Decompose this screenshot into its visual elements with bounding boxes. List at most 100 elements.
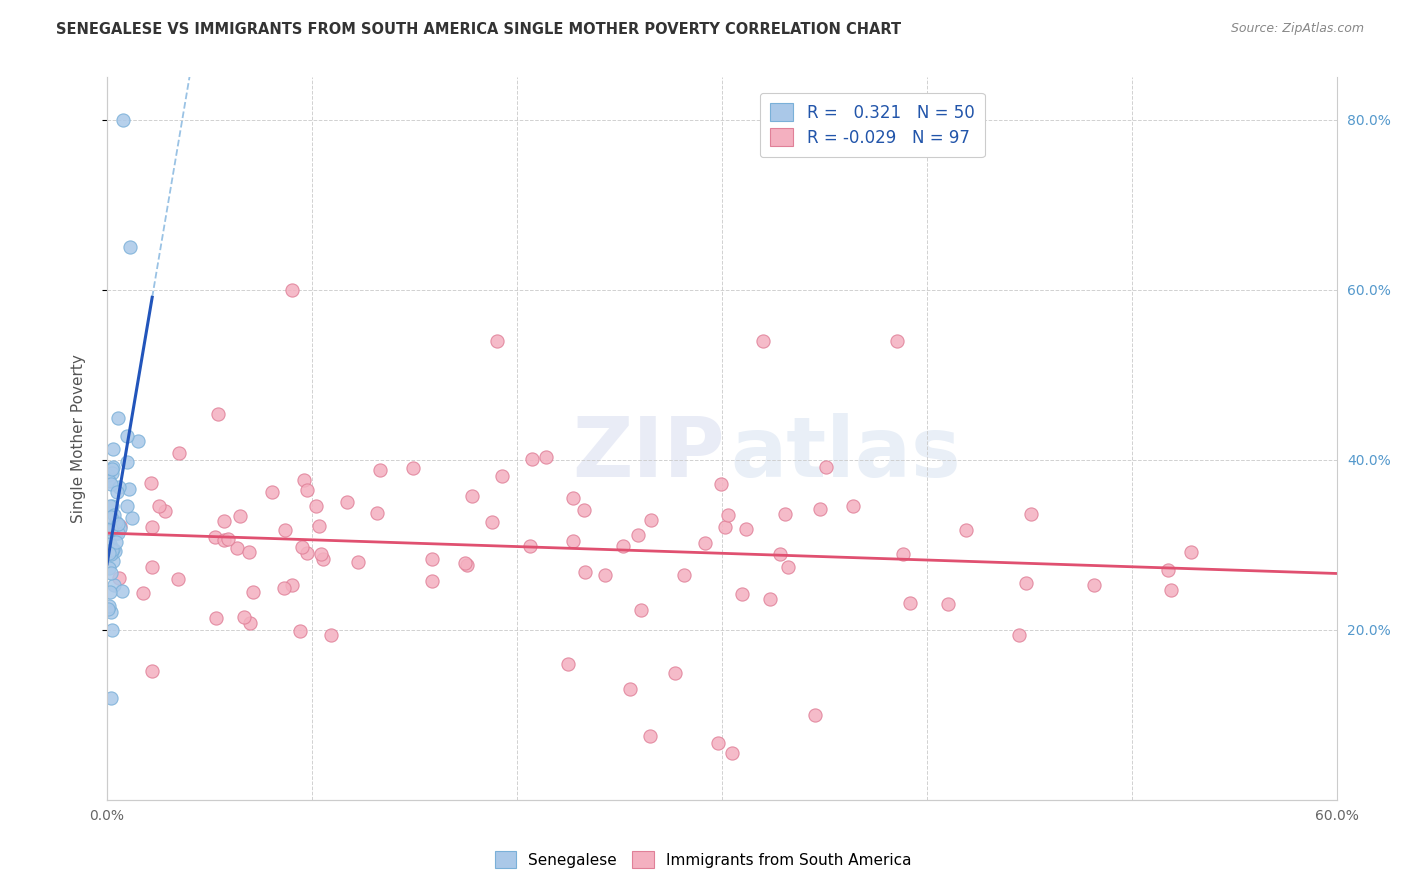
Point bbox=[207, 407, 229, 421]
Point bbox=[630, 603, 652, 617]
Point bbox=[561, 491, 583, 505]
Point bbox=[534, 450, 557, 464]
Point bbox=[640, 729, 662, 743]
Point bbox=[595, 567, 617, 582]
Point bbox=[1021, 508, 1043, 522]
Point bbox=[640, 513, 662, 527]
Point bbox=[166, 573, 188, 587]
Point bbox=[612, 539, 634, 553]
Point bbox=[97, 602, 120, 616]
Point bbox=[898, 596, 921, 610]
Point bbox=[100, 690, 122, 705]
Point bbox=[101, 624, 124, 638]
Point bbox=[103, 554, 125, 568]
Point bbox=[141, 560, 163, 574]
Point bbox=[731, 587, 754, 601]
Point bbox=[101, 460, 124, 475]
Point bbox=[574, 566, 596, 580]
Point bbox=[808, 502, 831, 516]
Point bbox=[664, 666, 686, 681]
Text: Source: ZipAtlas.com: Source: ZipAtlas.com bbox=[1230, 22, 1364, 36]
Point bbox=[721, 746, 744, 760]
Point bbox=[101, 462, 124, 476]
Point bbox=[226, 541, 249, 555]
Point bbox=[103, 578, 125, 592]
Point bbox=[169, 446, 191, 460]
Point bbox=[139, 476, 162, 491]
Point bbox=[280, 283, 302, 297]
Point bbox=[98, 499, 121, 513]
Point bbox=[312, 551, 335, 566]
Point bbox=[239, 616, 262, 631]
Point bbox=[842, 499, 865, 513]
Text: atlas: atlas bbox=[730, 412, 960, 493]
Point bbox=[485, 334, 508, 348]
Point bbox=[262, 484, 284, 499]
Point bbox=[233, 610, 256, 624]
Point bbox=[402, 460, 425, 475]
Point bbox=[1157, 563, 1180, 577]
Point bbox=[115, 429, 138, 443]
Point bbox=[100, 477, 122, 491]
Point bbox=[491, 468, 513, 483]
Point bbox=[98, 537, 121, 551]
Point bbox=[101, 543, 124, 558]
Point bbox=[1180, 545, 1202, 559]
Point bbox=[481, 516, 503, 530]
Point bbox=[98, 599, 121, 614]
Point bbox=[107, 484, 129, 499]
Point bbox=[619, 682, 641, 697]
Point bbox=[212, 514, 235, 528]
Point bbox=[97, 467, 120, 482]
Point bbox=[778, 560, 800, 574]
Point bbox=[115, 454, 138, 468]
Point bbox=[420, 574, 443, 589]
Point bbox=[155, 504, 177, 518]
Point bbox=[100, 605, 122, 619]
Point bbox=[695, 536, 717, 550]
Point bbox=[557, 657, 579, 671]
Point bbox=[891, 547, 914, 561]
Point bbox=[308, 519, 330, 533]
Point bbox=[347, 555, 370, 569]
Point bbox=[107, 526, 129, 541]
Point bbox=[242, 585, 264, 599]
Point bbox=[936, 597, 959, 611]
Point bbox=[214, 533, 236, 547]
Point bbox=[1083, 578, 1105, 592]
Point bbox=[706, 736, 728, 750]
Point bbox=[105, 525, 128, 540]
Point bbox=[955, 523, 977, 537]
Point bbox=[561, 534, 583, 549]
Point bbox=[107, 517, 129, 532]
Point bbox=[368, 463, 391, 477]
Point bbox=[101, 520, 124, 534]
Point bbox=[710, 477, 733, 491]
Legend: Senegalese, Immigrants from South America: Senegalese, Immigrants from South Americ… bbox=[485, 842, 921, 877]
Point bbox=[238, 545, 260, 559]
Point bbox=[97, 536, 120, 550]
Point bbox=[111, 584, 134, 599]
Point bbox=[132, 586, 155, 600]
Point bbox=[309, 547, 332, 561]
Point bbox=[148, 499, 170, 513]
Point bbox=[104, 543, 127, 558]
Legend: R =   0.321   N = 50, R = -0.029   N = 97: R = 0.321 N = 50, R = -0.029 N = 97 bbox=[761, 93, 984, 157]
Point bbox=[714, 520, 737, 534]
Point bbox=[273, 581, 295, 595]
Point bbox=[100, 547, 122, 561]
Point bbox=[461, 489, 484, 503]
Point bbox=[141, 664, 163, 678]
Point bbox=[454, 556, 477, 570]
Point bbox=[118, 240, 141, 254]
Point bbox=[107, 410, 129, 425]
Point bbox=[127, 434, 149, 449]
Point bbox=[456, 558, 478, 572]
Point bbox=[717, 508, 740, 523]
Point bbox=[759, 591, 782, 606]
Point bbox=[281, 578, 304, 592]
Point bbox=[292, 473, 315, 487]
Point bbox=[101, 442, 124, 457]
Point bbox=[101, 466, 124, 480]
Point bbox=[101, 542, 124, 557]
